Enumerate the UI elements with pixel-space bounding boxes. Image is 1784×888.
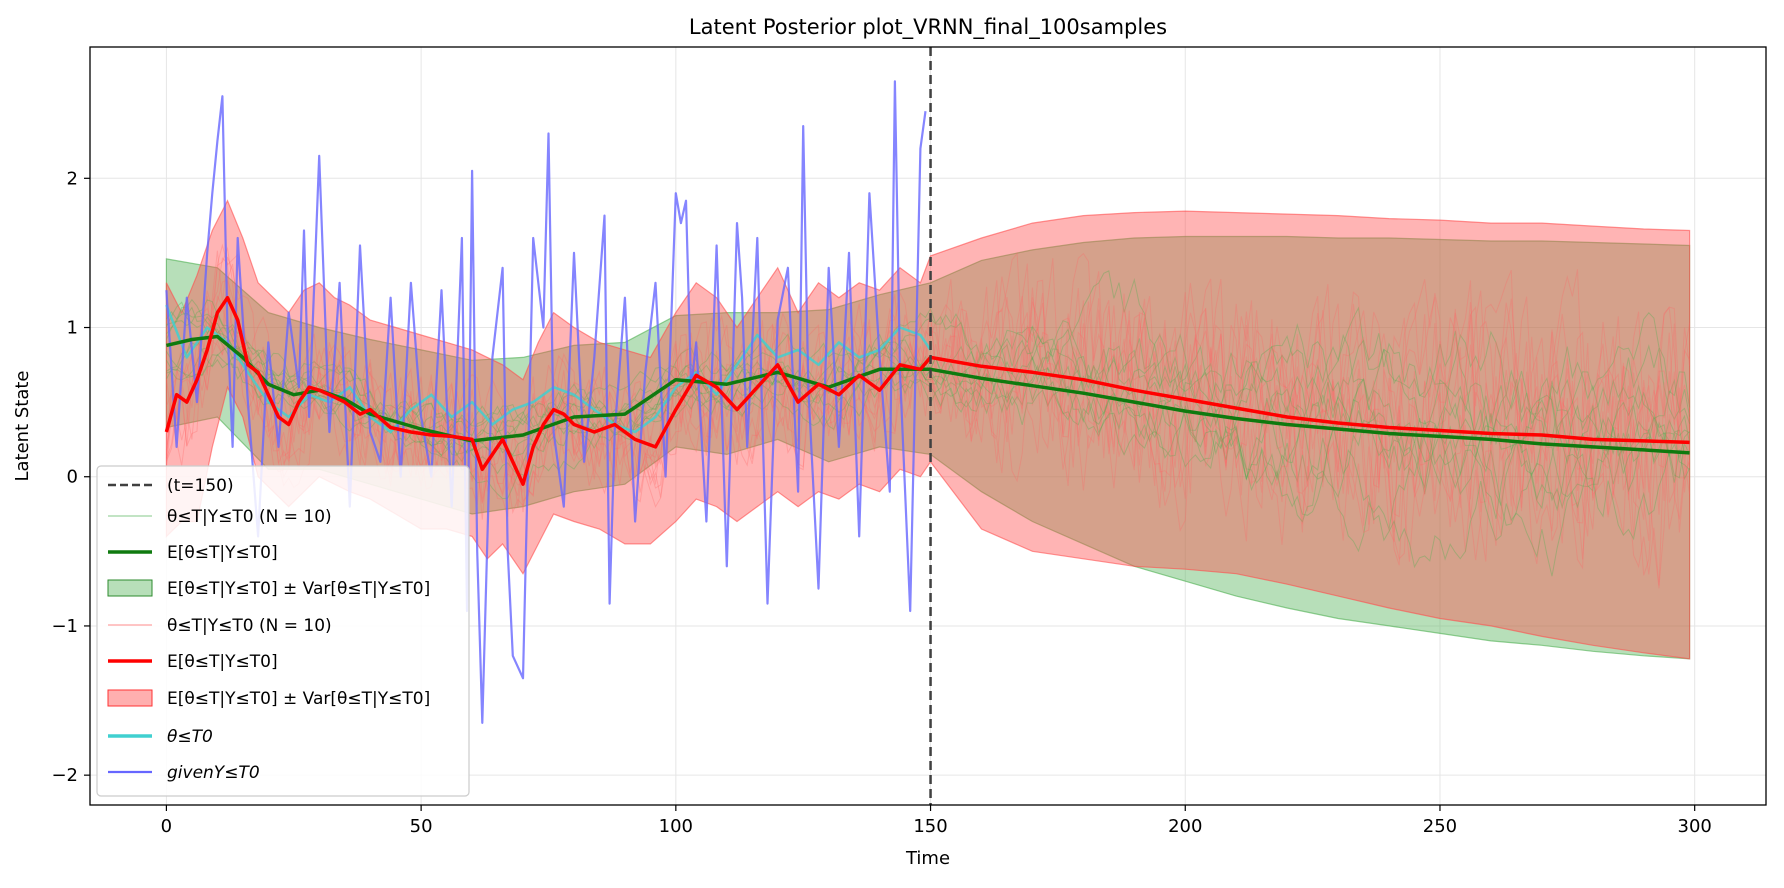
green-sample-trace	[165, 339, 1691, 553]
legend-label-green-mean: E[θ≤T|Y≤T0]	[167, 543, 278, 563]
chart-title: Latent Posterior plot_VRNN_final_100samp…	[689, 15, 1167, 40]
green-sample-trace	[165, 298, 1691, 516]
series-layer	[164, 80, 1690, 724]
y-tick-label: 1	[67, 318, 78, 339]
y-tick-label: −1	[51, 616, 78, 637]
y-tick-label: −2	[51, 765, 78, 786]
x-tick-label: 200	[1168, 816, 1202, 837]
y-axis: −2 −1 0 1 2	[51, 168, 90, 786]
x-tick-label: 50	[410, 816, 433, 837]
x-tick-label: 250	[1423, 816, 1457, 837]
band-layer	[165, 199, 1691, 660]
plot-area	[89, 46, 1767, 806]
green-mean-line	[166, 334, 1690, 455]
red-variance-band	[165, 199, 1691, 660]
legend-label-green-samples: θ≤T|Y≤T0 (N = 10)	[167, 507, 332, 527]
red-sample-trace	[165, 271, 1691, 525]
legend-handle-green-band	[107, 579, 153, 597]
legend-label-red-band: E[θ≤T|Y≤T0] ± Var[θ≤T|Y≤T0]	[167, 689, 430, 709]
y-tick-label: 2	[67, 168, 78, 189]
legend-label-given-y: givenY≤T0	[167, 763, 260, 783]
x-axis: 0 50 100 150 200 250 300	[161, 805, 1712, 837]
legend-label-vline: (t=150)	[167, 476, 234, 496]
plot-frame	[89, 46, 1767, 806]
x-tick-label: 100	[659, 816, 693, 837]
legend-label-red-samples: θ≤T|Y≤T0 (N = 10)	[167, 616, 332, 636]
x-tick-label: 300	[1678, 816, 1712, 837]
green-sample-trace	[166, 308, 1690, 496]
legend-box	[96, 465, 470, 797]
red-sample-trace	[165, 252, 1691, 576]
red-mean-line	[164, 295, 1690, 486]
green-sample-trace	[165, 320, 1691, 577]
y-tick-label: 0	[67, 467, 78, 488]
legend-label-green-band: E[θ≤T|Y≤T0] ± Var[θ≤T|Y≤T0]	[167, 579, 430, 599]
legend-label-theta: θ≤T0	[167, 727, 213, 747]
red-sample-trace	[165, 263, 1691, 561]
x-tick-label: 150	[913, 816, 947, 837]
red-sample-trace	[165, 257, 1691, 589]
x-axis-label: Time	[905, 848, 950, 869]
x-tick-label: 0	[161, 816, 172, 837]
legend: (t=150) θ≤T|Y≤T0 (N = 10) E[θ≤T|Y≤T0] E[…	[96, 465, 470, 797]
red-sample-trace	[165, 250, 1691, 541]
legend-label-red-mean: E[θ≤T|Y≤T0]	[167, 652, 278, 672]
given-y-line	[165, 80, 927, 724]
legend-handle-red-band	[107, 689, 153, 707]
y-axis-label: Latent State	[12, 370, 33, 481]
